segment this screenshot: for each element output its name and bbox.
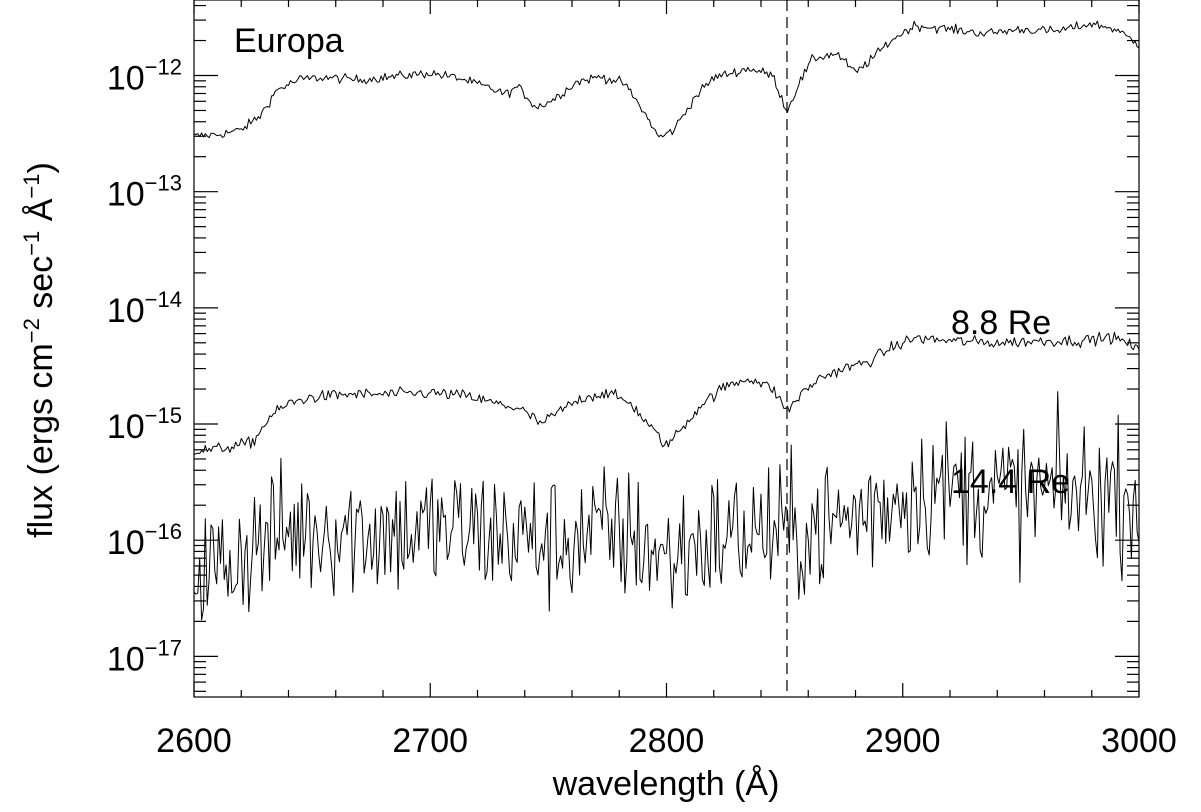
x-tick-label: 3000: [1101, 722, 1177, 760]
plot-frame: [193, 0, 1140, 698]
y-tick-label: 10−17: [107, 635, 182, 678]
x-tick-labels: 2600 2700 2800 2900 3000: [156, 722, 1177, 760]
series-line-2: [193, 331, 1140, 456]
x-tick-label: 2900: [865, 722, 941, 760]
y-tick-label: 10−14: [107, 287, 182, 330]
y-tick-label: 10−13: [107, 171, 182, 214]
y-tick-labels: 10−17 10−16 10−15 10−14 10−13 10−12: [107, 55, 182, 679]
y-tick-label: 10−12: [107, 55, 182, 98]
series-line-1: [193, 20, 1140, 139]
y-tick-label: 10−15: [107, 403, 182, 446]
ticks: [193, 0, 1140, 697]
x-tick-label: 2800: [629, 722, 705, 760]
x-axis-title: wavelength (Å): [552, 765, 780, 803]
x-tick-label: 2600: [156, 722, 232, 760]
annotation-europa: Europa: [234, 22, 344, 60]
series-group: [193, 20, 1140, 621]
x-tick-label: 2700: [392, 722, 468, 760]
y-axis-title: flux (ergs cm−2 sec−1 Å−1): [19, 162, 60, 538]
annotation-14-4-re: 14.4 Re: [951, 463, 1070, 501]
series-line-3: [193, 391, 1140, 621]
annotation-8-8-re: 8.8 Re: [951, 304, 1051, 342]
y-tick-label: 10−16: [107, 519, 182, 562]
